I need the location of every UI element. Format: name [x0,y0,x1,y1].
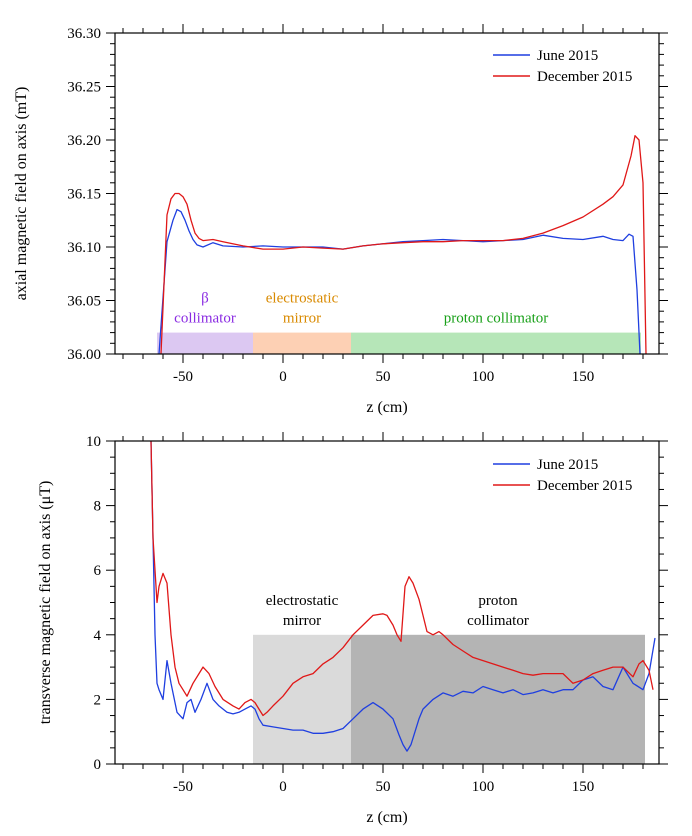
x-tick-label: 100 [472,779,495,795]
x-tick-label: 0 [279,779,287,795]
series-lines [158,135,647,355]
legend-label: June 2015 [537,48,598,64]
region-band [351,634,645,764]
legend-label: June 2015 [537,457,598,473]
y-tick-label: 10 [86,434,101,450]
x-axis: -50 0 50 100 150 [122,24,644,385]
region-bands: β collimator electrostatic mirror proton col… [157,291,641,354]
y-axis: 36.00 36.05 36.10 36.15 36.20 36.25 36.30 [67,26,668,363]
y-tick-label: 36.05 [67,294,101,310]
x-tick-label: -50 [173,779,193,795]
y-tick-label: 36.20 [67,133,101,149]
region-label: collimator [174,311,236,327]
y-tick-label: 6 [94,563,102,579]
y-tick-label: 0 [94,757,102,773]
y-axis-title: transverse magnetic field on axis (μT) [37,481,54,725]
y-tick-label: 36.00 [67,347,101,363]
y-tick-label: 36.25 [67,80,101,96]
region-label: mirror [283,311,321,327]
region-band [253,332,351,354]
x-tick-label: 150 [572,779,595,795]
transverse-field-chart: electrostatic mirror proton collimator -50 0… [37,432,668,826]
y-tick-label: 36.30 [67,26,101,42]
region-band [351,332,641,354]
region-label: electrostatic [266,291,339,307]
y-tick-label: 4 [94,628,102,644]
y-tick-label: 36.10 [67,240,101,256]
y-tick-label: 36.15 [67,187,101,203]
axial-field-chart: β collimator electrostatic mirror proton col… [13,24,668,416]
x-tick-label: 100 [472,369,495,385]
x-axis: -50 0 50 100 150 [122,432,644,795]
region-label: proton collimator [444,311,549,327]
series-line-0 [158,208,641,355]
x-tick-label: 50 [376,369,391,385]
x-tick-label: -50 [173,369,193,385]
y-axis-title: axial magnetic field on axis (mT) [13,87,30,301]
legend-label: December 2015 [537,478,632,494]
x-tick-label: 150 [572,369,595,385]
x-tick-label: 50 [376,779,391,795]
region-label: electrostatic [266,593,339,609]
legend: June 2015 December 2015 [493,457,632,494]
x-axis-title: z (cm) [366,809,407,826]
series-lines [150,440,656,752]
series-line-1 [160,135,647,355]
region-label: collimator [467,613,529,629]
region-label: β [201,291,209,307]
legend: June 2015 December 2015 [493,48,632,85]
y-tick-label: 2 [94,692,102,708]
region-label: mirror [283,613,321,629]
x-tick-label: 0 [279,369,287,385]
series-line-1 [150,440,654,717]
region-band [157,332,253,354]
series-line-0 [150,440,656,752]
x-axis-title: z (cm) [366,399,407,416]
legend-label: December 2015 [537,69,632,85]
y-tick-label: 8 [94,499,102,515]
y-axis: 0 2 4 6 8 10 [86,434,668,773]
region-label: proton [478,593,518,609]
